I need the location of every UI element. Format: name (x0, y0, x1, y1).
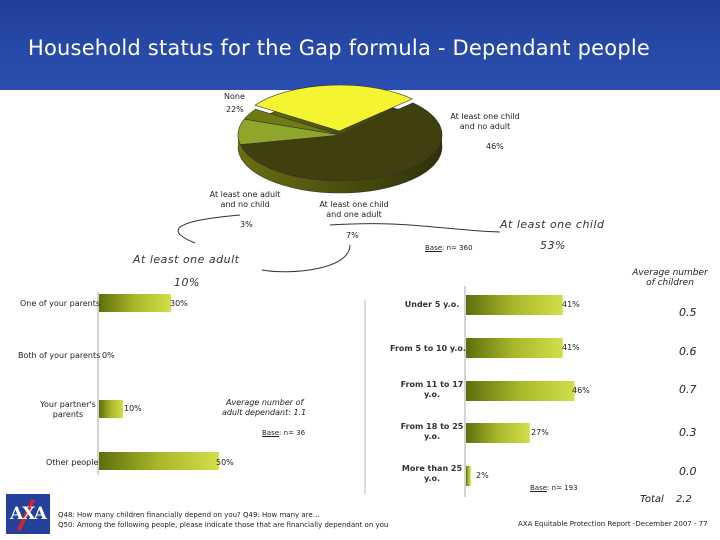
left-base-note: Base: n= 36 (262, 429, 306, 437)
total-value: 2.2 (676, 494, 692, 505)
logo-text: AXA (10, 504, 47, 524)
group-adult-label: At least one adult (133, 253, 240, 266)
left-bar-label-2: Both of your parents (18, 351, 101, 360)
footer-report: AXA Equitable Protection Report -Decembe… (518, 520, 708, 528)
avg-value-4: 0.3 (679, 426, 697, 439)
left-bar-1 (99, 294, 171, 312)
pie-value-child-no-adult: 46% (486, 142, 504, 151)
right-bar-label-1: Under 5 y.o. (404, 300, 460, 309)
pie-label-child-and-adult: At least one child and one adult (319, 200, 389, 219)
right-bar-4 (466, 423, 530, 443)
left-bar-value-4: 50% (216, 458, 234, 467)
group-adult-value: 10% (174, 276, 200, 289)
pie-value-none: 22% (226, 105, 244, 114)
avg-value-5: 0.0 (679, 465, 697, 478)
right-bar-label-5: More than 25 y.o. (401, 464, 463, 483)
left-bar-3 (99, 400, 123, 418)
right-bar-1 (466, 295, 563, 315)
left-note-line1: Average number of (226, 398, 304, 407)
total-label: Total (640, 494, 664, 505)
right-bar-value-5: 2% (476, 471, 489, 480)
right-bar-value-2: 41% (562, 343, 580, 352)
pie-slice-adult-no-child (243, 108, 341, 136)
avg-header: Average number of children (632, 268, 708, 288)
right-bar-chart (466, 295, 575, 486)
right-bar-3 (466, 381, 575, 401)
left-bar-label-4: Other people (46, 458, 99, 467)
right-base-note: Base: n= 193 (530, 484, 578, 492)
avg-value-3: 0.7 (679, 383, 697, 396)
right-bar-value-1: 41% (562, 300, 580, 309)
pie-chart (237, 84, 443, 194)
avg-value-2: 0.6 (679, 345, 697, 358)
right-bar-2 (466, 338, 563, 358)
connector-arc-adult (177, 214, 241, 244)
group-child-value: 53% (540, 239, 566, 252)
connector-arc-child (329, 223, 501, 233)
left-bar-value-1: 30% (170, 299, 188, 308)
pie-base-note: Base: n= 360 (425, 244, 473, 252)
left-bar-4 (99, 452, 219, 470)
left-bar-value-3: 10% (124, 404, 142, 413)
avg-value-1: 0.5 (679, 306, 697, 319)
pie-label-child-no-adult: At least one child and no adult (450, 112, 520, 131)
pie-slice-none (254, 84, 414, 132)
footer-question-1: Q48: How many children financially depen… (58, 511, 320, 519)
left-bar-value-2: 0% (102, 351, 115, 360)
connector-curve (261, 244, 351, 273)
right-bar-value-4: 27% (531, 428, 549, 437)
pie-slice-child-no-adult (239, 102, 443, 182)
left-bar-chart (99, 294, 219, 470)
axa-logo: AXA (6, 494, 50, 534)
left-bar-label-1: One of your parents (20, 299, 101, 308)
page-title: Household status for the Gap formula - D… (28, 36, 650, 60)
title-bar: Household status for the Gap formula - D… (0, 0, 720, 90)
right-bar-label-3: From 11 to 17 y.o. (400, 380, 464, 399)
pie-value-child-and-adult: 7% (346, 231, 359, 240)
pie-label-none: None (224, 92, 245, 101)
left-note-line2: adult dependant: 1.1 (222, 408, 307, 417)
right-bar-label-4: From 18 to 25 y.o. (400, 422, 464, 441)
right-bar-label-2: From 5 to 10 y.o. (390, 344, 466, 353)
pie-label-adult-no-child: At least one adult and no child (209, 190, 281, 209)
right-bar-value-3: 46% (572, 386, 590, 395)
pie-value-adult-no-child: 3% (240, 220, 253, 229)
footer-question-2: Q50: Among the following people, please … (58, 521, 389, 529)
group-child-label: At least one child (500, 218, 605, 231)
right-bar-5 (466, 466, 471, 486)
left-bar-label-3: Your partner's parents (40, 400, 96, 419)
